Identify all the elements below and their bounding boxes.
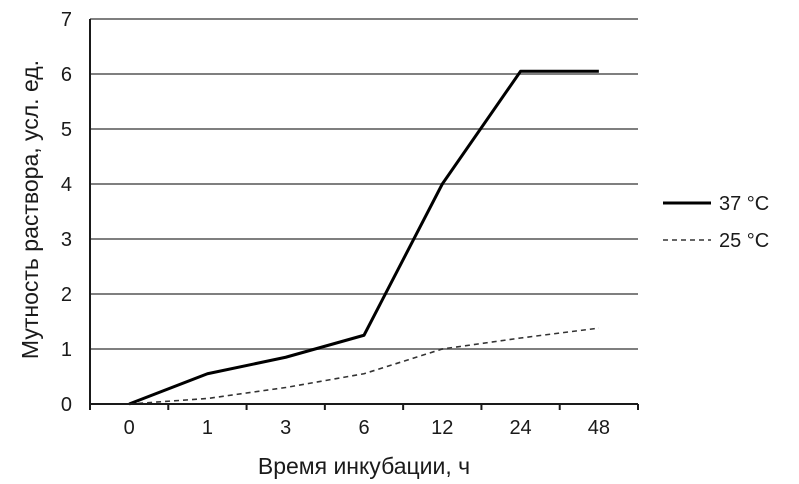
series-line-37c — [128, 69, 599, 406]
y-tick-label: 5 — [61, 119, 72, 141]
legend-label-37c: 37 °C — [719, 193, 769, 215]
y-tick-label: 0 — [61, 394, 72, 416]
x-axis-label: Время инкубации, ч — [258, 453, 470, 479]
series-lines — [128, 69, 599, 406]
x-tick-label: 12 — [431, 417, 453, 439]
x-tick-label: 6 — [358, 417, 369, 439]
series-line-25c — [129, 327, 599, 405]
x-tick-label: 0 — [124, 417, 135, 439]
legend-label-25c: 25 °C — [719, 230, 769, 252]
x-tick-label: 1 — [202, 417, 213, 439]
x-tick-label: 24 — [509, 417, 531, 439]
gridlines — [90, 18, 638, 350]
x-tick-label: 48 — [588, 417, 610, 439]
y-tick-label: 6 — [61, 64, 72, 86]
legend: 37 °C 25 °C — [663, 193, 769, 252]
x-tick-label: 3 — [280, 417, 291, 439]
y-tick-label: 3 — [61, 229, 72, 251]
x-tick-labels: 0 1 3 6 12 24 48 — [89, 404, 639, 439]
y-axis-label: Мутность раствора, усл. ед. — [17, 60, 43, 359]
y-tick-label: 4 — [61, 174, 72, 196]
y-tick-label: 7 — [61, 9, 72, 31]
y-tick-label: 1 — [61, 339, 72, 361]
y-tick-labels: 0 1 2 3 4 5 6 7 — [61, 9, 72, 416]
y-tick-label: 2 — [61, 284, 72, 306]
